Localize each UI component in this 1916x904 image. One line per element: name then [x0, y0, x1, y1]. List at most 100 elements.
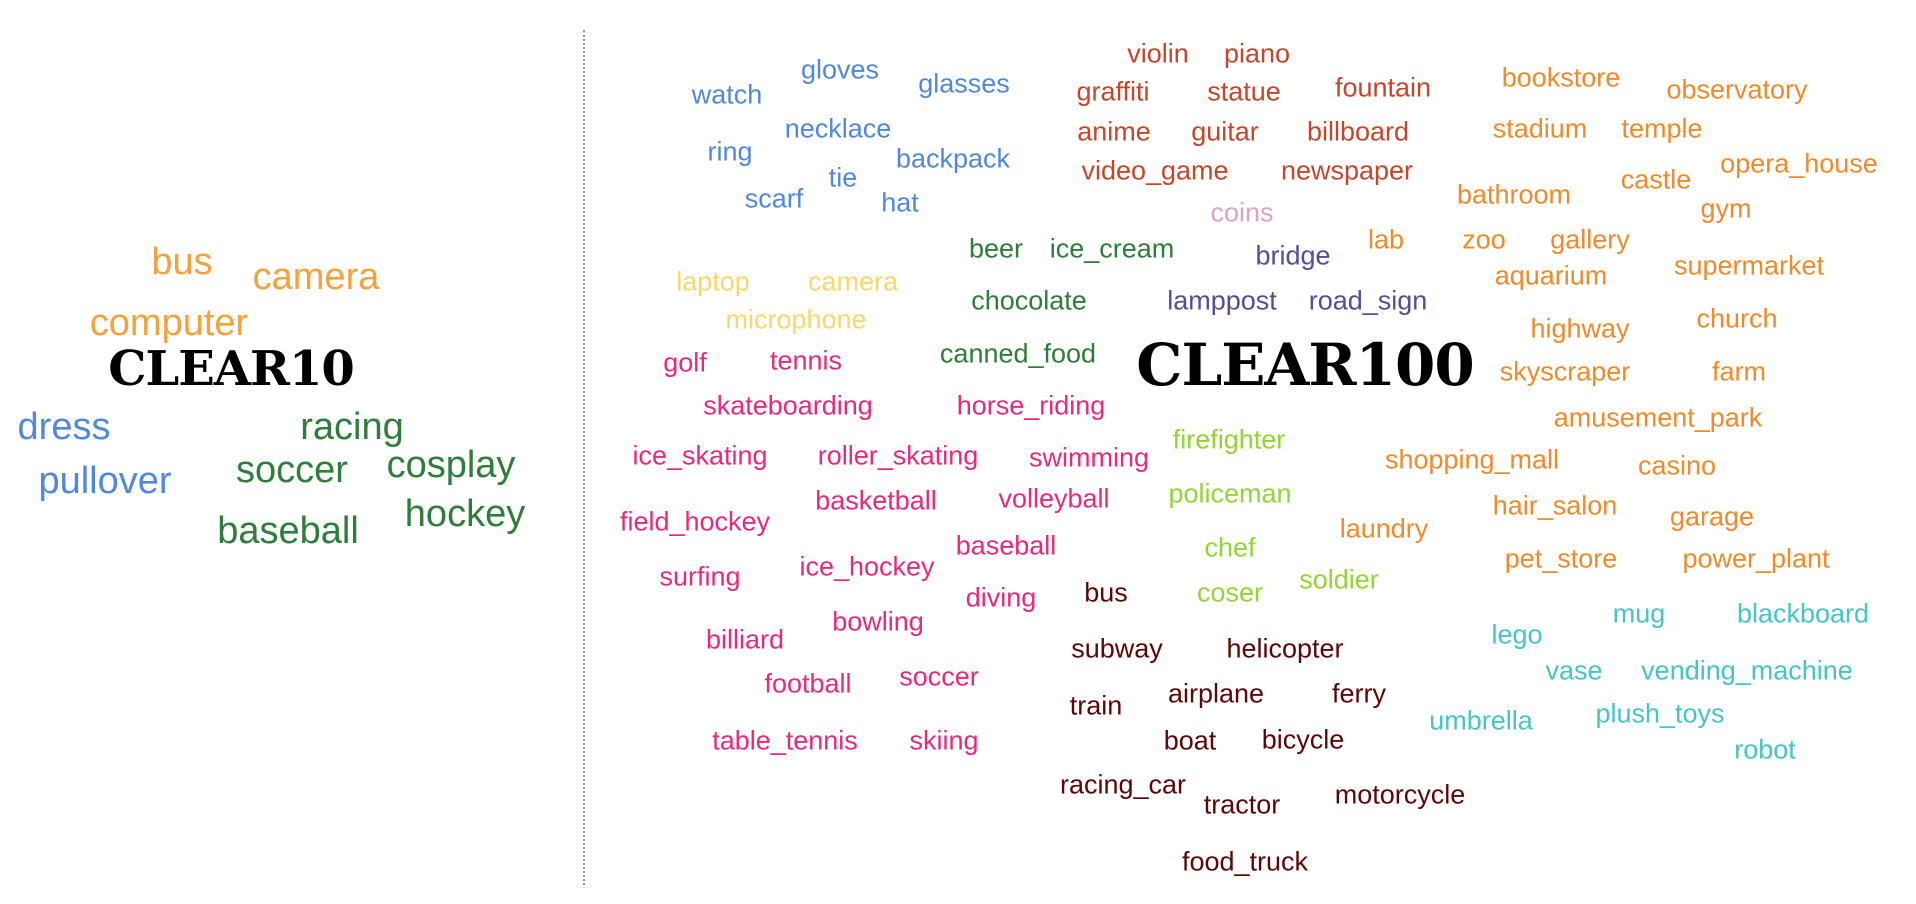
clear100-word: train — [1069, 690, 1123, 721]
clear100-word: table_tennis — [712, 725, 858, 756]
clear100-word: newspaper — [1280, 155, 1414, 186]
clear100-word: ice_skating — [632, 440, 768, 471]
clear10-word: computer — [89, 302, 249, 344]
clear100-word: scarf — [744, 183, 804, 214]
clear10-word: baseball — [217, 510, 359, 552]
clear100-word: power_plant — [1682, 543, 1830, 574]
clear100-word: pet_store — [1504, 543, 1618, 574]
clear10-word: soccer — [236, 449, 348, 491]
clear100-word: ring — [707, 136, 753, 167]
clear100-word: microphone — [725, 304, 867, 335]
clear100-word: anime — [1077, 116, 1151, 147]
clear100-word: gloves — [800, 54, 880, 85]
clear100-word: bathroom — [1456, 179, 1572, 210]
clear100-word: guitar — [1191, 116, 1259, 147]
clear100-word: observatory — [1666, 74, 1808, 105]
clear100-word: gym — [1700, 193, 1752, 224]
clear100-word: motorcycle — [1334, 779, 1466, 810]
clear100-word: skiing — [909, 725, 979, 756]
clear10-word: cosplay — [386, 444, 516, 486]
clear100-word: bookstore — [1501, 62, 1621, 93]
clear100-word: highway — [1530, 313, 1630, 344]
clear100-word: policeman — [1168, 478, 1292, 509]
clear100-word: billiard — [705, 624, 785, 655]
clear100-word: opera_house — [1720, 148, 1878, 179]
clear100-word: coser — [1196, 577, 1264, 608]
clear100-word: ice_hockey — [799, 551, 935, 582]
clear100-word: hair_salon — [1492, 490, 1618, 521]
clear100-word: football — [764, 668, 852, 699]
clear100-word: golf — [663, 347, 707, 378]
clear100-title: CLEAR100 — [1136, 331, 1474, 399]
clear10-word: camera — [252, 256, 380, 298]
clear100-word: fountain — [1334, 72, 1432, 103]
clear100-word: horse_riding — [956, 390, 1106, 421]
clear100-word: soccer — [899, 661, 979, 692]
clear100-word: field_hockey — [619, 506, 771, 537]
clear100-word: amusement_park — [1553, 402, 1763, 433]
clear100-word: tie — [828, 162, 858, 193]
clear100-word: umbrella — [1429, 705, 1533, 736]
clear10-word: dress — [17, 406, 111, 448]
clear100-word: robot — [1734, 734, 1796, 765]
clear100-word: necklace — [784, 113, 892, 144]
clear100-word: skateboarding — [703, 390, 873, 421]
clear100-word: tennis — [769, 345, 843, 376]
clear100-word: racing_car — [1059, 769, 1187, 800]
clear100-word: aquarium — [1494, 260, 1608, 291]
clear100-word: boat — [1163, 725, 1217, 756]
clear100-word: piano — [1223, 38, 1291, 69]
clear100-word: airplane — [1167, 678, 1265, 709]
clear100-word: volleyball — [998, 483, 1110, 514]
clear100-word: surfing — [659, 561, 741, 592]
clear100-word: mug — [1612, 598, 1666, 629]
clear100-word: roller_skating — [817, 440, 979, 471]
clear100-word: backpack — [895, 143, 1011, 174]
clear100-word: basketball — [815, 485, 937, 516]
clear100-word: glasses — [918, 68, 1010, 99]
clear100-word: bowling — [832, 606, 924, 637]
clear100-word: subway — [1071, 633, 1163, 664]
clear100-word: lamppost — [1167, 285, 1277, 316]
clear100-word: food_truck — [1181, 846, 1309, 877]
clear100-word: stadium — [1492, 113, 1588, 144]
clear100-word: supermarket — [1673, 250, 1825, 281]
clear100-word: coins — [1210, 197, 1274, 228]
clear100-word: farm — [1712, 356, 1766, 387]
clear100-word: camera — [807, 266, 899, 297]
clear100-word: chef — [1204, 532, 1256, 563]
clear100-word: chocolate — [971, 285, 1087, 316]
clear100-word: gallery — [1550, 224, 1630, 255]
clear10-title: CLEAR10 — [108, 341, 354, 397]
clear100-word: bridge — [1255, 240, 1331, 271]
clear100-word: lab — [1367, 224, 1405, 255]
clear100-word: laptop — [676, 266, 750, 297]
clear100-word: skyscraper — [1499, 356, 1631, 387]
clear100-word: ice_cream — [1049, 233, 1175, 264]
clear100-word: vending_machine — [1641, 655, 1853, 686]
clear100-word: tractor — [1203, 789, 1281, 820]
clear100-word: ferry — [1332, 678, 1386, 709]
clear100-word: billboard — [1306, 116, 1410, 147]
clear100-word: firefighter — [1172, 424, 1286, 455]
clear100-word: watch — [691, 79, 763, 110]
clear100-word: violin — [1127, 38, 1189, 69]
clear10-word: pullover — [38, 460, 172, 502]
clear100-word: baseball — [955, 530, 1057, 561]
clear100-word: canned_food — [939, 338, 1097, 369]
clear100-word: statue — [1207, 76, 1281, 107]
clear10-word: hockey — [404, 493, 526, 535]
clear100-word: church — [1696, 303, 1778, 334]
clear100-word: swimming — [1028, 442, 1150, 473]
clear100-word: diving — [965, 582, 1037, 613]
clear100-word: lego — [1491, 619, 1543, 650]
clear100-word: helicopter — [1226, 633, 1344, 664]
clear100-word: garage — [1669, 501, 1755, 532]
clear100-word: vase — [1545, 655, 1603, 686]
clear100-word: beer — [968, 233, 1024, 264]
clear100-word: blackboard — [1736, 598, 1870, 629]
clear100-word: zoo — [1462, 224, 1506, 255]
clear100-word: video_game — [1081, 155, 1229, 186]
clear100-word: road_sign — [1308, 285, 1428, 316]
